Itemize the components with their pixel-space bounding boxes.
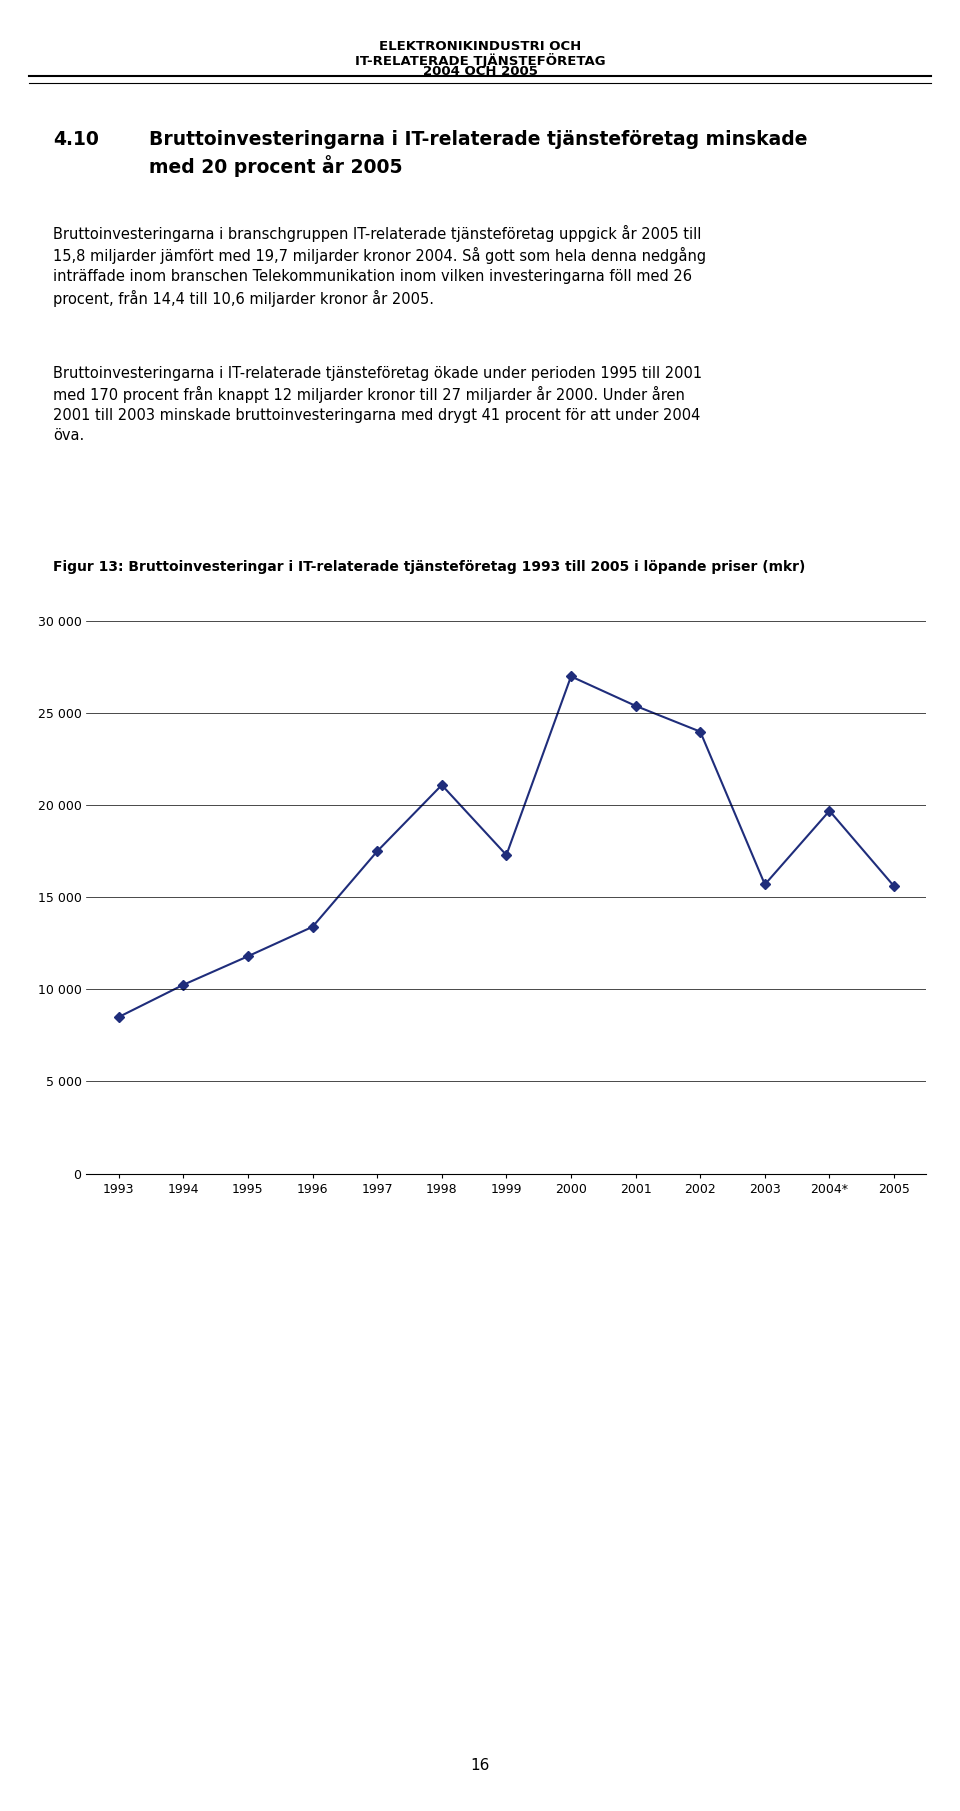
Text: Bruttoinvesteringarna i IT-relaterade tjänsteföretag minskade
med 20 procent år : Bruttoinvesteringarna i IT-relaterade tj…	[149, 130, 807, 177]
Text: ELEKTRONIKINDUSTRI OCH: ELEKTRONIKINDUSTRI OCH	[379, 40, 581, 53]
Text: 16: 16	[470, 1758, 490, 1773]
Text: Figur 13: Bruttoinvesteringar i IT-relaterade tjänsteföretag 1993 till 2005 i lö: Figur 13: Bruttoinvesteringar i IT-relat…	[53, 560, 805, 574]
Text: Bruttoinvesteringarna i IT-relaterade tjänsteföretag ökade under perioden 1995 t: Bruttoinvesteringarna i IT-relaterade tj…	[53, 366, 702, 444]
Text: 4.10: 4.10	[53, 130, 99, 149]
Text: IT-RELATERADE TJÄNSTEFÖRETAG: IT-RELATERADE TJÄNSTEFÖRETAG	[354, 53, 606, 67]
Text: Bruttoinvesteringarna i branschgruppen IT-relaterade tjänsteföretag uppgick år 2: Bruttoinvesteringarna i branschgruppen I…	[53, 225, 706, 306]
Text: 2004 OCH 2005: 2004 OCH 2005	[422, 65, 538, 78]
